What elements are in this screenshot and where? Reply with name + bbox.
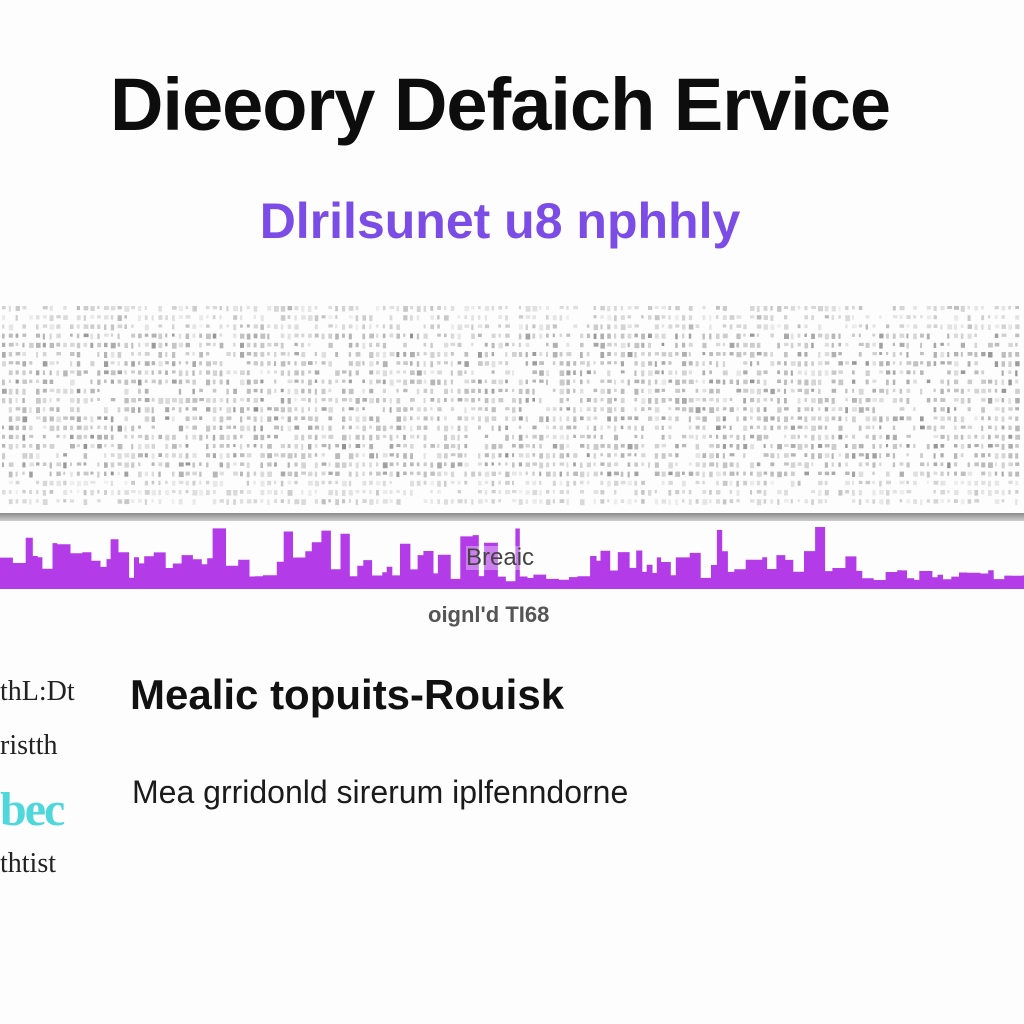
skyline-caption: oignl'd TI68: [428, 602, 550, 627]
skyline-graphic: [0, 527, 1024, 589]
skyline-label: Breaic: [466, 544, 535, 571]
sidebar-line: thL:Dt: [0, 676, 75, 707]
page-title: Dieeory Defaich Ervice: [109, 63, 891, 146]
skyline-silhouette: [0, 527, 1024, 586]
content-text: Mea grridonld sirerum iplfenndorne: [132, 774, 629, 810]
skyline-baseline: [0, 584, 1024, 589]
sidebar-accent-line: bec: [0, 783, 65, 836]
dot-grid-band: [2, 306, 1021, 506]
page-subtitle: Dlrilsunet u8 nphhly: [259, 193, 741, 249]
horizontal-divider: [0, 513, 1024, 521]
sidebar-line: thtist: [0, 848, 57, 879]
sidebar-column: thL:Dt ristth bec thtist: [0, 678, 110, 904]
content-heading: Mealic topuits-Rouisk: [130, 671, 565, 718]
sidebar-line: ristth: [0, 730, 58, 761]
